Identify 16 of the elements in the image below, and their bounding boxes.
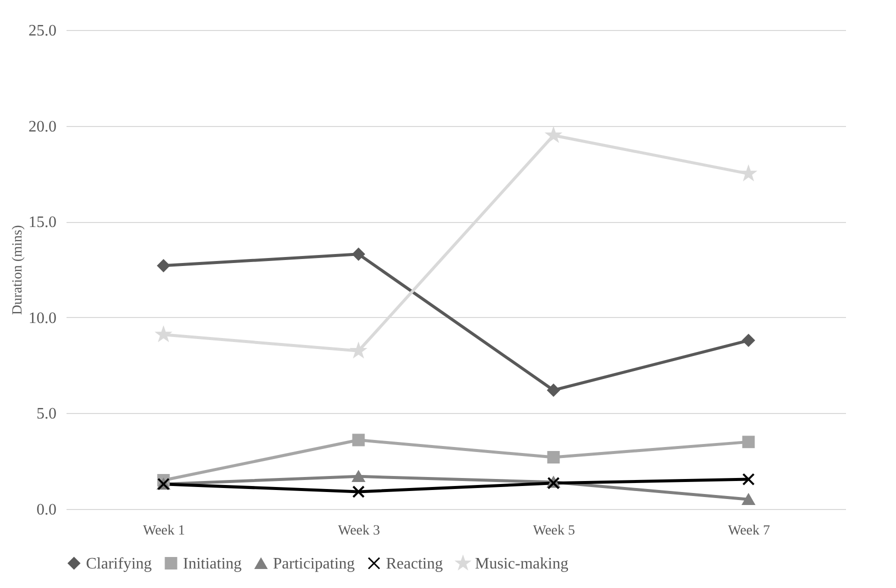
legend-label: Participating <box>273 556 355 572</box>
x-tick-label: Week 3 <box>338 524 380 538</box>
y-tick-label: 10.0 <box>28 310 56 327</box>
y-tick-label: 25.0 <box>28 22 56 40</box>
y-tick-label: 20.0 <box>28 118 56 136</box>
x-tick-label: Week 1 <box>142 524 186 538</box>
legend-label: Clarifying <box>86 555 152 572</box>
y-tick-label: 15.0 <box>28 214 56 232</box>
y-tick-label: 5.0 <box>36 406 56 423</box>
y-tick-label: 0.0 <box>36 502 56 518</box>
y-axis-title: Duration (mins) <box>10 224 26 315</box>
legend-label: Initiating <box>183 555 242 572</box>
legend-label: Music-making <box>475 555 568 572</box>
x-tick-label: Week 7 <box>728 524 770 538</box>
legend-label: Reacting <box>386 555 443 572</box>
x-tick-label: Week 5 <box>532 524 576 538</box>
